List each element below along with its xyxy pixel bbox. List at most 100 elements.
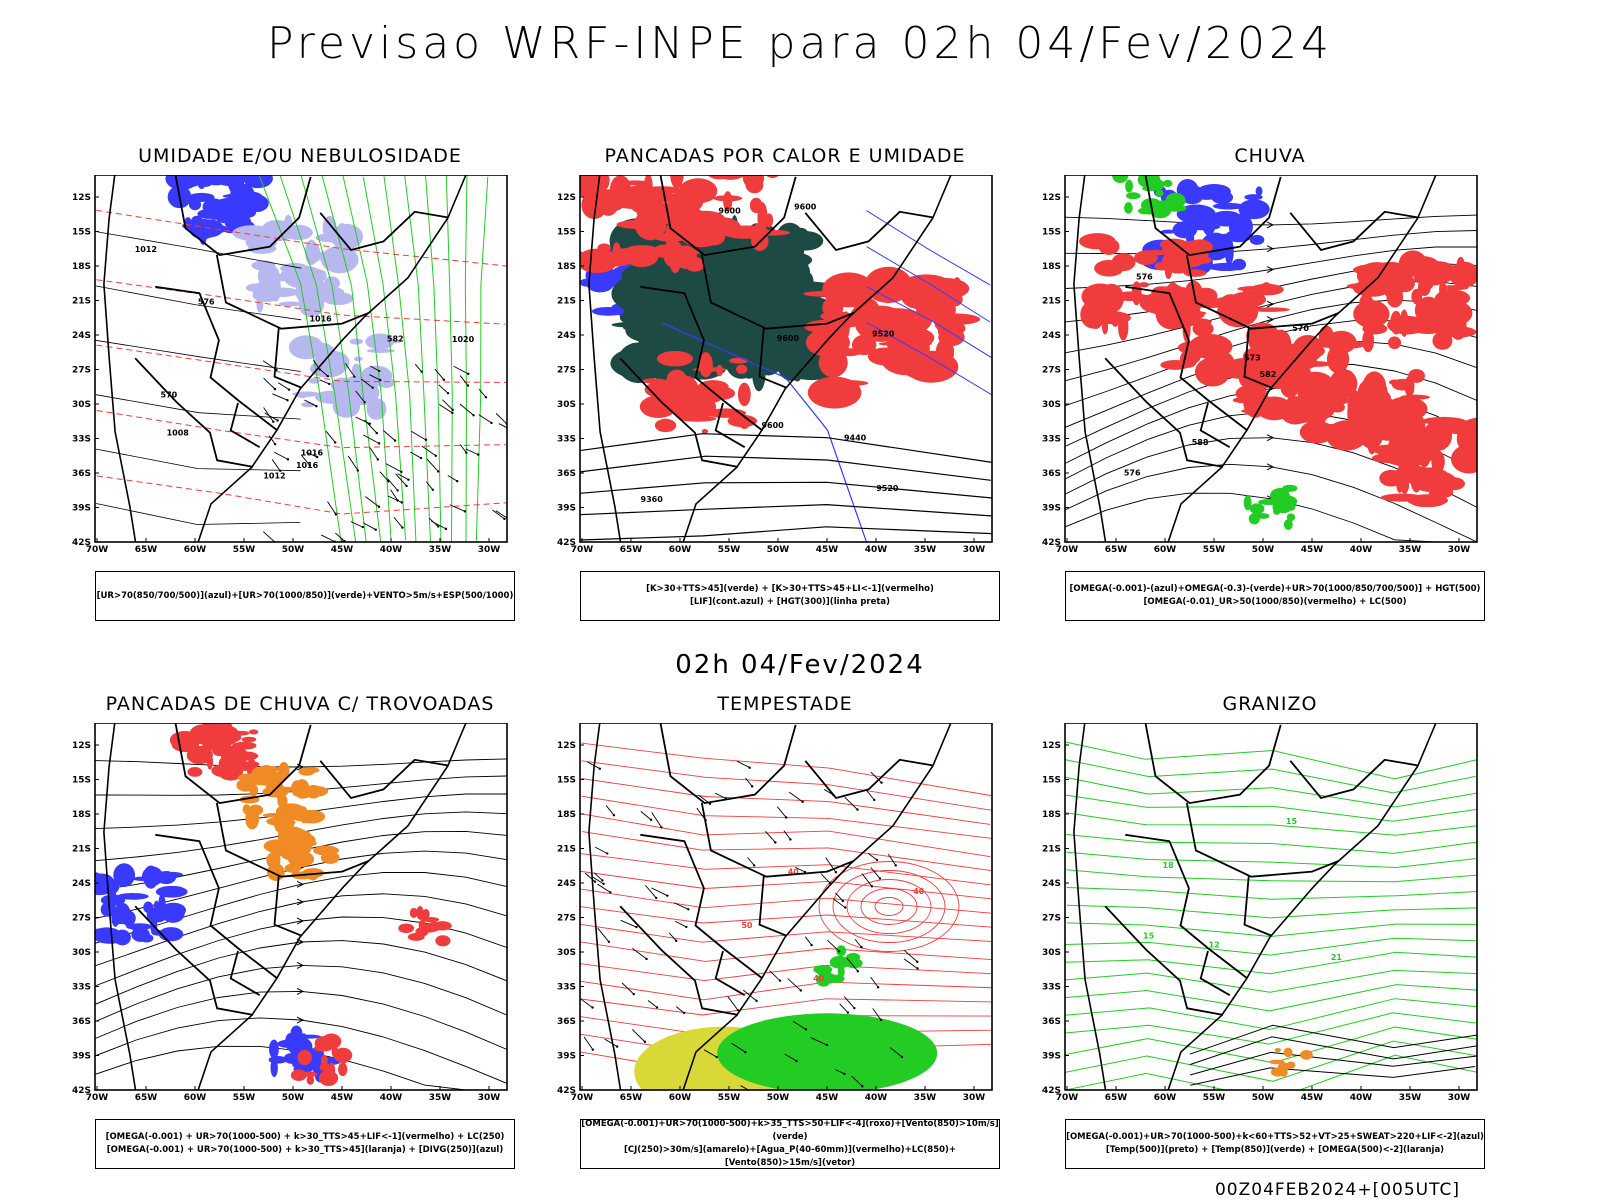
field-patch xyxy=(236,778,256,792)
forecast-map: 40 40 50 40 12S 15S 18S 21S 24S 27S 30S 33S 36S 39S 42… xyxy=(557,723,993,1103)
wind-vector-head xyxy=(434,454,437,457)
wind-vector xyxy=(676,1006,685,1014)
wind-vector-head xyxy=(870,885,874,888)
field-patch xyxy=(1353,300,1390,329)
wind-vector xyxy=(584,872,596,882)
wind-vector xyxy=(347,455,359,471)
wind-vector-head xyxy=(308,464,311,467)
wind-vector-head xyxy=(660,826,663,829)
y-tick-label: 12S xyxy=(1042,193,1061,203)
contour-line xyxy=(580,455,991,481)
contour-line xyxy=(96,209,507,267)
wind-vector xyxy=(345,363,355,377)
contour-label: 40 xyxy=(913,887,925,896)
contour-line xyxy=(588,723,622,1090)
isotach-ring xyxy=(818,861,960,952)
contour-line xyxy=(661,322,868,542)
contour-line xyxy=(580,526,992,541)
y-tick-label: 15S xyxy=(557,228,576,238)
field-patch xyxy=(353,356,363,362)
x-tick-label: 30W xyxy=(963,1093,986,1103)
wind-vector-head xyxy=(789,838,792,841)
wind-vector-head xyxy=(400,470,403,474)
streamline-arrow xyxy=(296,987,305,995)
contour-line xyxy=(580,481,992,499)
field-patch xyxy=(580,175,610,197)
streamline-arrow xyxy=(296,898,305,906)
field-patch xyxy=(716,364,723,377)
field-patch xyxy=(1379,276,1406,283)
wind-vector xyxy=(365,496,380,508)
field-patch xyxy=(139,933,154,943)
wind-vector xyxy=(866,790,875,801)
wind-vector-head xyxy=(286,458,290,461)
x-tick-label: 45W xyxy=(331,1093,354,1103)
field-patch xyxy=(242,175,273,189)
x-tick-label: 60W xyxy=(184,545,207,555)
panel-umidade: UMIDADE E/OU NEBULOSIDADE 1012 1016 1016 10… xyxy=(65,145,535,621)
field-patch xyxy=(787,231,824,251)
field-patch xyxy=(1431,450,1445,474)
y-tick-label: 30S xyxy=(1042,948,1061,958)
x-tick-label: 40W xyxy=(380,1093,403,1103)
contour-line xyxy=(866,286,992,359)
y-tick-label: 24S xyxy=(72,331,91,341)
streamline-arrow xyxy=(1266,463,1275,471)
field-patch xyxy=(670,175,684,189)
wind-vector-head xyxy=(748,766,751,769)
map-frame xyxy=(94,175,508,543)
streamline xyxy=(1065,463,1477,542)
contour-label: 582 xyxy=(387,335,404,344)
panel-legend: [OMEGA(-0.001)+UR>70(1000-500)+k>35_TTS>… xyxy=(580,1119,1000,1169)
contour-line xyxy=(445,175,453,542)
wind-vector xyxy=(426,458,439,472)
wind-vector-head xyxy=(666,894,669,897)
field-patch xyxy=(773,311,797,358)
field-patch xyxy=(620,185,657,199)
wind-vector xyxy=(788,791,803,803)
legend-line: [OMEGA(-0.001)-(azul)+OMEGA(-0.3)-(verde… xyxy=(1069,584,1481,594)
contour-label: 21 xyxy=(1331,953,1343,962)
wind-vector xyxy=(264,412,278,421)
field-patch xyxy=(1262,282,1271,290)
wind-vector-head xyxy=(607,940,611,944)
wind-vector xyxy=(784,1053,797,1062)
x-tick-label: 60W xyxy=(669,545,692,555)
wind-vector-head xyxy=(328,382,331,386)
field-patch xyxy=(781,273,799,313)
y-tick-label: 42S xyxy=(557,1086,576,1096)
wind-vector xyxy=(320,534,336,542)
y-tick-label: 27S xyxy=(72,366,91,376)
wind-vector-head xyxy=(334,441,337,444)
contour-line xyxy=(580,870,992,900)
y-tick-label: 24S xyxy=(557,331,576,341)
y-tick-label: 30S xyxy=(1042,400,1061,410)
wind-vector xyxy=(319,379,330,385)
field-patch xyxy=(1218,294,1244,320)
field-patch xyxy=(300,1033,308,1049)
x-tick-label: 40W xyxy=(865,545,888,555)
wind-vector xyxy=(459,444,467,454)
y-tick-label: 18S xyxy=(72,262,91,272)
field-patch xyxy=(1243,495,1252,511)
contour-line xyxy=(258,175,342,542)
x-tick-label: 40W xyxy=(380,545,403,555)
field-patch xyxy=(266,817,290,826)
contour-line xyxy=(580,923,992,943)
field-patch xyxy=(1183,269,1207,277)
wind-vector xyxy=(300,454,311,466)
field-patch xyxy=(230,184,239,204)
y-tick-label: 33S xyxy=(557,983,576,993)
wind-vector-head xyxy=(685,925,688,929)
contour-label: 9600 xyxy=(718,206,741,215)
field-patch xyxy=(248,729,259,735)
wind-vector-head xyxy=(467,372,470,376)
field-patch xyxy=(1305,405,1326,417)
field-patch xyxy=(737,382,751,407)
wind-vector xyxy=(334,532,345,542)
field-patch xyxy=(1380,402,1401,428)
contour-line xyxy=(95,394,301,420)
field-patch xyxy=(673,377,681,405)
wind-vector-head xyxy=(810,943,813,947)
